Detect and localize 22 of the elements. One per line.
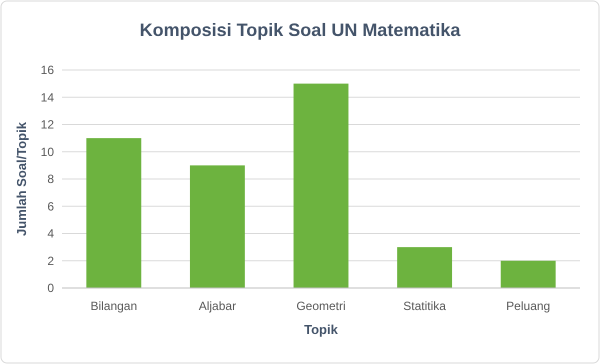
y-tick-label: 6 bbox=[47, 199, 54, 214]
bar bbox=[294, 84, 348, 288]
x-tick-label: Aljabar bbox=[198, 299, 236, 313]
chart-title: Komposisi Topik Soal UN Matematika bbox=[140, 20, 462, 40]
bar bbox=[190, 165, 245, 288]
bar bbox=[86, 138, 142, 288]
bar bbox=[397, 247, 452, 288]
y-tick-label: 14 bbox=[40, 90, 54, 104]
x-tick-label: Geometri bbox=[296, 299, 346, 313]
y-tick-label: 10 bbox=[40, 144, 54, 159]
y-tick-label: 4 bbox=[47, 226, 54, 241]
bar bbox=[500, 260, 556, 288]
y-tick-label: 12 bbox=[40, 118, 54, 132]
x-tick-label: Bilangan bbox=[90, 299, 138, 313]
y-axis-title: Jumlah Soal/Topik bbox=[14, 121, 29, 236]
x-tick-label: Statitika bbox=[403, 299, 446, 313]
y-tick-label: 16 bbox=[40, 63, 54, 78]
x-axis-title: Topik bbox=[304, 322, 339, 337]
y-tick-label: 2 bbox=[47, 254, 54, 268]
y-tick-label: 8 bbox=[47, 172, 54, 186]
x-tick-label: Peluang bbox=[506, 299, 550, 313]
y-tick-label: 0 bbox=[47, 281, 54, 296]
